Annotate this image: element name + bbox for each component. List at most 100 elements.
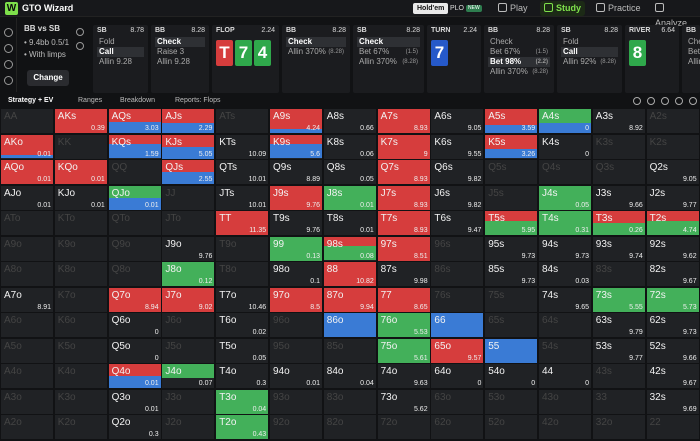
hand-cell[interactable]: 54s bbox=[539, 338, 591, 363]
hand-cell[interactable]: Q8o bbox=[108, 262, 161, 286]
hand-cell[interactable]: J9s 9.76 bbox=[270, 185, 322, 210]
action-option[interactable]: Bet 98% (2.2) bbox=[488, 57, 550, 67]
hand-cell[interactable]: K4o bbox=[54, 364, 107, 388]
hand-cell[interactable]: JTs 10.01 bbox=[216, 185, 269, 210]
hand-cell[interactable]: 83o bbox=[323, 389, 376, 414]
hand-cell[interactable]: 53s 9.77 bbox=[592, 338, 645, 363]
hand-cell[interactable]: A2o bbox=[1, 415, 53, 439]
hand-cell[interactable]: T8o bbox=[216, 262, 269, 286]
hand-cell[interactable]: A7s 8.93 bbox=[377, 109, 430, 133]
hand-cell[interactable]: 74s 9.65 bbox=[539, 287, 591, 312]
hand-cell[interactable]: J2s 9.77 bbox=[646, 185, 699, 210]
hand-cell[interactable]: J4o 0.07 bbox=[162, 364, 215, 388]
hand-cell[interactable]: J8s 0.01 bbox=[323, 185, 376, 210]
hand-cell[interactable]: JJ bbox=[162, 185, 215, 210]
settings-icon[interactable] bbox=[4, 44, 13, 53]
hand-cell[interactable]: K7o bbox=[54, 287, 107, 312]
hand-cell[interactable]: KJo 0.01 bbox=[54, 185, 107, 210]
hand-cell[interactable]: 43s bbox=[592, 364, 645, 388]
view-icon[interactable] bbox=[689, 97, 697, 105]
hand-cell[interactable]: AA bbox=[1, 109, 53, 133]
hand-cell[interactable]: 85s 9.73 bbox=[485, 262, 538, 286]
view-icon[interactable] bbox=[661, 97, 669, 105]
hand-cell[interactable]: KTo bbox=[54, 211, 107, 235]
hand-cell[interactable]: 32o bbox=[592, 415, 645, 439]
hand-cell[interactable]: J3s 9.66 bbox=[592, 185, 645, 210]
nav-practice[interactable]: Practice bbox=[592, 1, 645, 16]
hand-cell[interactable]: 85o bbox=[323, 338, 376, 363]
chevron-down-icon[interactable]: ⌄ bbox=[64, 2, 72, 12]
mode-plo-toggle[interactable]: PLO NEW bbox=[446, 3, 486, 14]
hand-cell[interactable]: Q8s 0.05 bbox=[323, 160, 376, 184]
hand-cell[interactable]: 42s 9.67 bbox=[646, 364, 699, 388]
hand-cell[interactable]: 64s bbox=[539, 313, 591, 337]
hand-cell[interactable]: Q6o 0 bbox=[108, 313, 161, 337]
hand-cell[interactable]: J9o 9.76 bbox=[162, 236, 215, 261]
hand-cell[interactable]: K5s 3.26 bbox=[485, 134, 538, 159]
hand-cell[interactable]: K6o bbox=[54, 313, 107, 337]
hand-cell[interactable]: A6o bbox=[1, 313, 53, 337]
action-panel[interactable]: BB 8.28 Check Allin 370% (8.28) bbox=[282, 25, 350, 93]
hand-cell[interactable]: QJs 2.55 bbox=[162, 160, 215, 184]
hand-cell[interactable]: K2s bbox=[646, 134, 699, 159]
hand-cell[interactable]: 73s 5.55 bbox=[592, 287, 645, 312]
hand-cell[interactable]: K9o bbox=[54, 236, 107, 261]
hand-cell[interactable]: 62s 9.73 bbox=[646, 313, 699, 337]
hand-cell[interactable]: 75s bbox=[485, 287, 538, 312]
hand-cell[interactable]: K4s 0 bbox=[539, 134, 591, 159]
hand-cell[interactable]: 52s 9.66 bbox=[646, 338, 699, 363]
hand-cell[interactable]: AKs 0.39 bbox=[54, 109, 107, 133]
hand-cell[interactable]: T6o 0.02 bbox=[216, 313, 269, 337]
hand-cell[interactable]: 86s bbox=[431, 262, 484, 286]
hand-cell[interactable]: KJs 5.05 bbox=[162, 134, 215, 159]
hand-cell[interactable]: 98o 0.1 bbox=[270, 262, 322, 286]
mode-holdem-toggle[interactable]: Hold'em bbox=[413, 3, 449, 14]
hand-cell[interactable]: 73o 5.62 bbox=[377, 389, 430, 414]
action-panel[interactable]: BB 8.28 Check Bet 67% (1.5) Bet 98% (2.2) Allin… bbox=[484, 25, 554, 93]
hand-cell[interactable]: QTs 10.01 bbox=[216, 160, 269, 184]
hand-cell[interactable]: T7s 8.93 bbox=[377, 211, 430, 235]
hand-cell[interactable]: AQs 3.03 bbox=[108, 109, 161, 133]
hand-cell[interactable]: 93o bbox=[270, 389, 322, 414]
hand-cell[interactable]: 72s 5.73 bbox=[646, 287, 699, 312]
hand-cell[interactable]: J8o 0.12 bbox=[162, 262, 215, 286]
hand-cell[interactable]: 63o bbox=[431, 389, 484, 414]
hand-cell[interactable]: A4s 0 bbox=[539, 109, 591, 133]
hand-cell[interactable]: J6o bbox=[162, 313, 215, 337]
action-option[interactable]: Allin bbox=[686, 57, 700, 67]
hand-cell[interactable]: JTo bbox=[162, 211, 215, 235]
action-option[interactable]: Call bbox=[561, 47, 618, 57]
hand-cell[interactable]: 44 0 bbox=[539, 364, 591, 388]
action-option[interactable]: Allin 370% (8.28) bbox=[286, 47, 346, 57]
hand-cell[interactable]: 53o bbox=[485, 389, 538, 414]
hand-cell[interactable]: 95s 9.73 bbox=[485, 236, 538, 261]
hand-cell[interactable]: AQo 0.01 bbox=[1, 160, 53, 184]
hand-cell[interactable]: Q3o 0.01 bbox=[108, 389, 161, 414]
hand-cell[interactable]: T5s 5.95 bbox=[485, 211, 538, 235]
hand-cell[interactable]: 87o 9.94 bbox=[323, 287, 376, 312]
action-panel[interactable]: FLOP 2.24 T 7 4 bbox=[212, 25, 279, 93]
hand-cell[interactable]: Q5o 0 bbox=[108, 338, 161, 363]
hand-cell[interactable]: 96o bbox=[270, 313, 322, 337]
hand-cell[interactable]: QTo bbox=[108, 211, 161, 235]
tab-strategy-ev[interactable]: Strategy + EV bbox=[8, 97, 54, 104]
hand-cell[interactable]: J4s 0.05 bbox=[539, 185, 591, 210]
hand-cell[interactable]: K3o bbox=[54, 389, 107, 414]
hand-cell[interactable]: 88 10.82 bbox=[323, 262, 376, 286]
hand-cell[interactable]: T8s 0.01 bbox=[323, 211, 376, 235]
hand-cell[interactable]: 93s 9.74 bbox=[592, 236, 645, 261]
hand-cell[interactable]: K8o bbox=[54, 262, 107, 286]
hand-cell[interactable]: 97s 8.51 bbox=[377, 236, 430, 261]
hand-cell[interactable]: T6s 9.47 bbox=[431, 211, 484, 235]
hand-cell[interactable]: A2s bbox=[646, 109, 699, 133]
text-cursor-icon[interactable] bbox=[4, 76, 13, 85]
hand-cell[interactable]: 83s bbox=[592, 262, 645, 286]
tab-reports-flops[interactable]: Reports: Flops bbox=[175, 97, 221, 104]
hand-cell[interactable]: J2o bbox=[162, 415, 215, 439]
hand-cell[interactable]: QQ bbox=[108, 160, 161, 184]
action-option[interactable]: Allin 92% (8.28) bbox=[561, 57, 618, 67]
hand-cell[interactable]: 22 bbox=[646, 415, 699, 439]
action-panel[interactable]: SB 8.28 Check Bet 67% (1.5) Allin 370% (8.28) bbox=[353, 25, 424, 93]
hand-cell[interactable]: 52o bbox=[485, 415, 538, 439]
hand-cell[interactable]: AKo 0.01 bbox=[1, 134, 53, 159]
